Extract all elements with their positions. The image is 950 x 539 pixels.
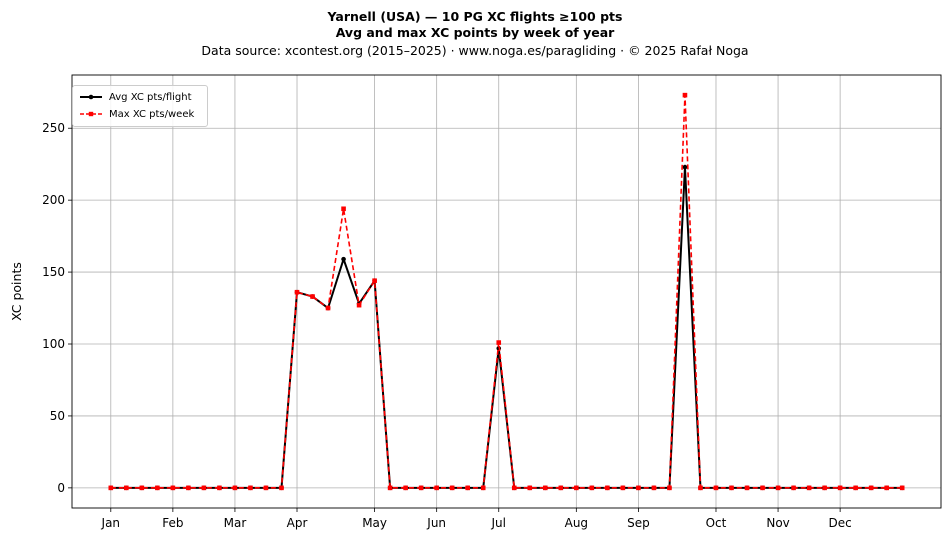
data-point-max [899,485,905,491]
x-tick-label: Apr [287,516,308,530]
legend-swatch-avg [80,94,102,100]
x-tick-label: Jun [426,516,446,530]
data-point-max [791,485,796,491]
data-point-max [667,485,672,491]
x-tick-label: Jul [490,516,505,530]
data-point-max [698,485,703,491]
chart-title: Yarnell (USA) — 10 PG XC flights ≥100 pt… [327,9,623,24]
data-point-max [294,289,300,295]
chart-subtitle: Avg and max XC points by week of year [335,25,615,40]
x-tick-label: Mar [224,516,247,530]
series-line-avg [110,166,903,489]
data-point-max [760,485,765,491]
data-point-max [822,485,827,491]
data-point-max [356,302,362,308]
y-tick-label: 150 [42,265,65,279]
data-point-max [248,485,253,491]
data-point-max [434,485,439,491]
data-point-max [806,485,812,491]
data-point-max [729,485,734,491]
data-point-max [418,485,424,491]
data-point-max [263,485,269,491]
data-point-max [775,485,781,491]
data-point-max [465,485,471,491]
chart-source-line: Data source: xcontest.org (2015–2025) · … [201,43,749,58]
data-point-max [124,485,129,491]
data-point-max [682,92,688,98]
x-tick-label: Aug [565,516,588,530]
data-point-max [155,485,160,491]
data-point-max [232,485,238,491]
x-tick-label: Oct [706,516,727,530]
data-point-max [217,485,222,491]
data-point-max [480,485,486,491]
data-point-max [279,485,284,491]
x-tick-label: May [362,516,387,530]
y-tick-label: 200 [42,193,65,207]
y-tick-label: 0 [57,481,65,495]
data-point-max [387,485,393,491]
legend-swatch-max [80,111,102,117]
data-point-max [186,485,191,491]
data-point-max [108,485,114,491]
legend-item-max: Max XC pts/week [79,107,194,121]
x-tick-label: Dec [829,516,852,530]
data-point-avg [682,164,688,170]
x-tick-label: Sep [627,516,650,530]
data-point-max [574,485,579,491]
data-point-max [201,485,207,491]
chart-legend: Avg XC pts/flight Max XC pts/week [72,85,208,127]
data-point-max [170,485,176,491]
data-point-max [636,485,641,491]
data-point-max [713,485,719,491]
legend-label-max: Max XC pts/week [109,108,195,120]
data-point-max [325,305,331,311]
x-tick-label: Jan [101,516,121,530]
data-point-max [341,206,346,212]
y-tick-label: 250 [42,121,65,135]
data-point-max [496,340,502,345]
data-point-max [620,485,626,491]
data-point-max [139,485,145,491]
legend-item-avg: Avg XC pts/flight [79,90,192,104]
data-point-max [605,485,610,491]
data-point-max [372,278,377,284]
y-tick-label: 50 [50,409,65,423]
data-point-max [449,485,455,491]
data-point-max [853,485,858,491]
legend-label-avg: Avg XC pts/flight [109,91,192,103]
data-point-max [651,485,657,491]
data-point-max [884,485,889,491]
data-point-max [511,485,517,491]
data-point-max [310,294,315,299]
data-point-max [527,485,533,491]
series-line-max [110,94,903,489]
data-point-max [744,485,750,491]
x-tick-label: Nov [766,516,789,530]
data-point-max [837,485,843,491]
data-point-max [542,485,548,491]
y-axis-label: XC points [9,262,24,321]
data-point-avg [341,256,346,262]
plot-frame [71,74,942,509]
data-point-max [558,485,564,491]
x-tick-label: Feb [162,516,183,530]
data-point-max [868,485,874,491]
y-tick-label: 100 [42,337,65,351]
data-point-max [403,485,408,491]
data-point-max [589,485,595,491]
